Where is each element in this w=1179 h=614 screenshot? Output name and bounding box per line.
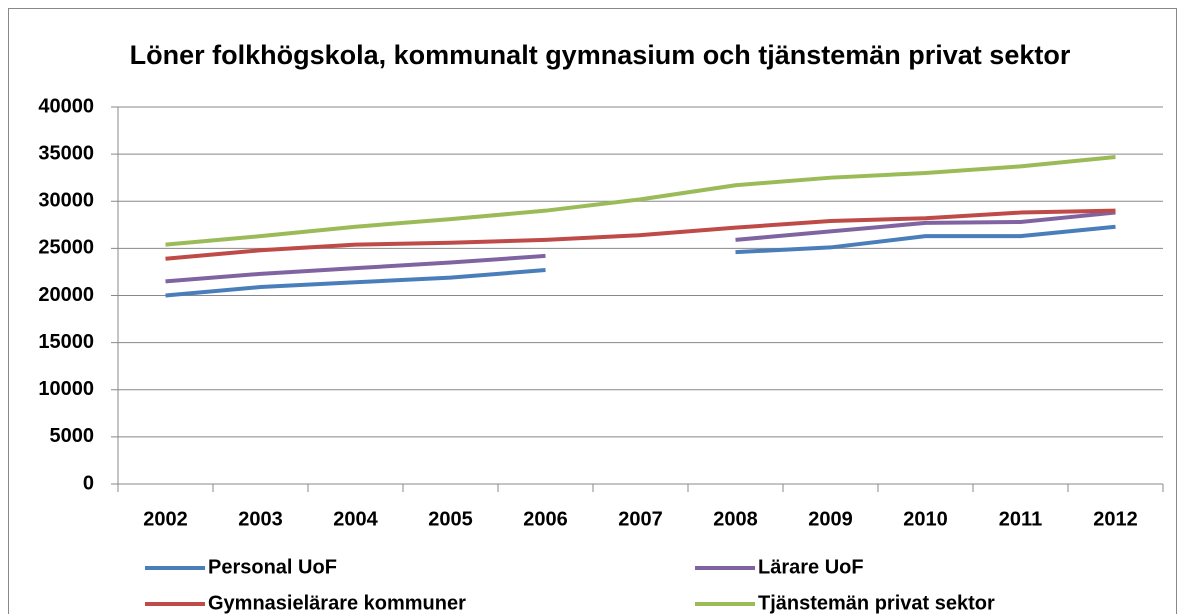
legend-label: Lärare UoF bbox=[758, 556, 864, 578]
y-tick-label: 40000 bbox=[38, 95, 94, 117]
x-tick-label: 2005 bbox=[428, 508, 473, 530]
x-tick-label: 2004 bbox=[333, 508, 378, 530]
x-tick-label: 2007 bbox=[618, 508, 663, 530]
chart-title: Löner folkhögskola, kommunalt gymnasium … bbox=[129, 40, 1071, 70]
x-tick-label: 2010 bbox=[903, 508, 948, 530]
y-tick-label: 0 bbox=[83, 472, 94, 494]
legend-label: Personal UoF bbox=[208, 556, 337, 578]
y-tick-label: 15000 bbox=[38, 331, 94, 353]
series-line bbox=[165, 210, 1116, 284]
series-line bbox=[165, 224, 1116, 298]
x-tick-label: 2009 bbox=[808, 508, 853, 530]
y-tick-label: 5000 bbox=[50, 425, 95, 447]
x-tick-label: 2002 bbox=[143, 508, 188, 530]
y-tick-label: 30000 bbox=[38, 190, 94, 212]
x-tick-label: 2006 bbox=[523, 508, 568, 530]
legend-label: Tjänstemän privat sektor bbox=[758, 592, 995, 614]
y-tick-label: 35000 bbox=[38, 142, 94, 164]
y-tick-label: 20000 bbox=[38, 284, 94, 306]
series-line bbox=[165, 208, 1116, 261]
x-tick-label: 2011 bbox=[999, 508, 1042, 530]
legend-label: Gymnasielärare kommuner bbox=[208, 592, 466, 614]
chart-border bbox=[8, 8, 1177, 614]
x-tick-label: 2003 bbox=[238, 508, 283, 530]
series-line bbox=[165, 154, 1116, 247]
x-tick-label: 2012 bbox=[1093, 508, 1138, 530]
y-tick-label: 10000 bbox=[38, 378, 94, 400]
y-tick-label: 25000 bbox=[38, 237, 94, 259]
x-tick-label: 2008 bbox=[713, 508, 758, 530]
